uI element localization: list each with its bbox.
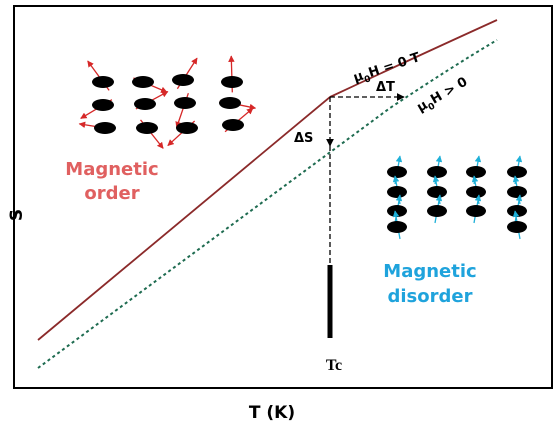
spin: [427, 166, 447, 178]
spin: [174, 97, 196, 109]
x-axis-label: T (K): [249, 403, 295, 423]
spin: [94, 122, 116, 134]
spin: [134, 98, 156, 110]
spin: [507, 205, 527, 217]
curve-zero-field: [37, 19, 498, 341]
spin: [466, 186, 486, 198]
spins: [78, 55, 527, 240]
delta-t-label: ΔT: [376, 80, 395, 95]
region-label: disorder: [388, 286, 473, 307]
delta-s-label: ΔS: [294, 131, 313, 146]
plot-frame: [13, 5, 553, 389]
spin: [176, 122, 198, 134]
tc-label: Tc: [326, 357, 342, 374]
spin: [507, 166, 527, 178]
spin: [92, 99, 114, 111]
spin: [221, 76, 243, 88]
y-axis-label: S: [7, 209, 27, 221]
spin: [92, 76, 114, 88]
spin: [466, 166, 486, 178]
spin: [507, 186, 527, 198]
spin: [219, 97, 241, 109]
spin: [136, 122, 158, 134]
curve-applied-field: [37, 39, 498, 369]
spin: [427, 205, 447, 217]
spin: [222, 119, 244, 131]
spin: [387, 221, 407, 233]
spin: [427, 186, 447, 198]
spin: [387, 205, 407, 217]
spin: [387, 186, 407, 198]
spin: [172, 74, 194, 86]
region-label: Magnetic: [65, 159, 158, 180]
spin: [387, 166, 407, 178]
spin: [132, 76, 154, 88]
region-label: Magnetic: [383, 261, 476, 282]
spin: [507, 221, 527, 233]
region-label: order: [84, 183, 139, 204]
curve-label: μ0H > 0: [415, 75, 472, 118]
spin: [466, 205, 486, 217]
